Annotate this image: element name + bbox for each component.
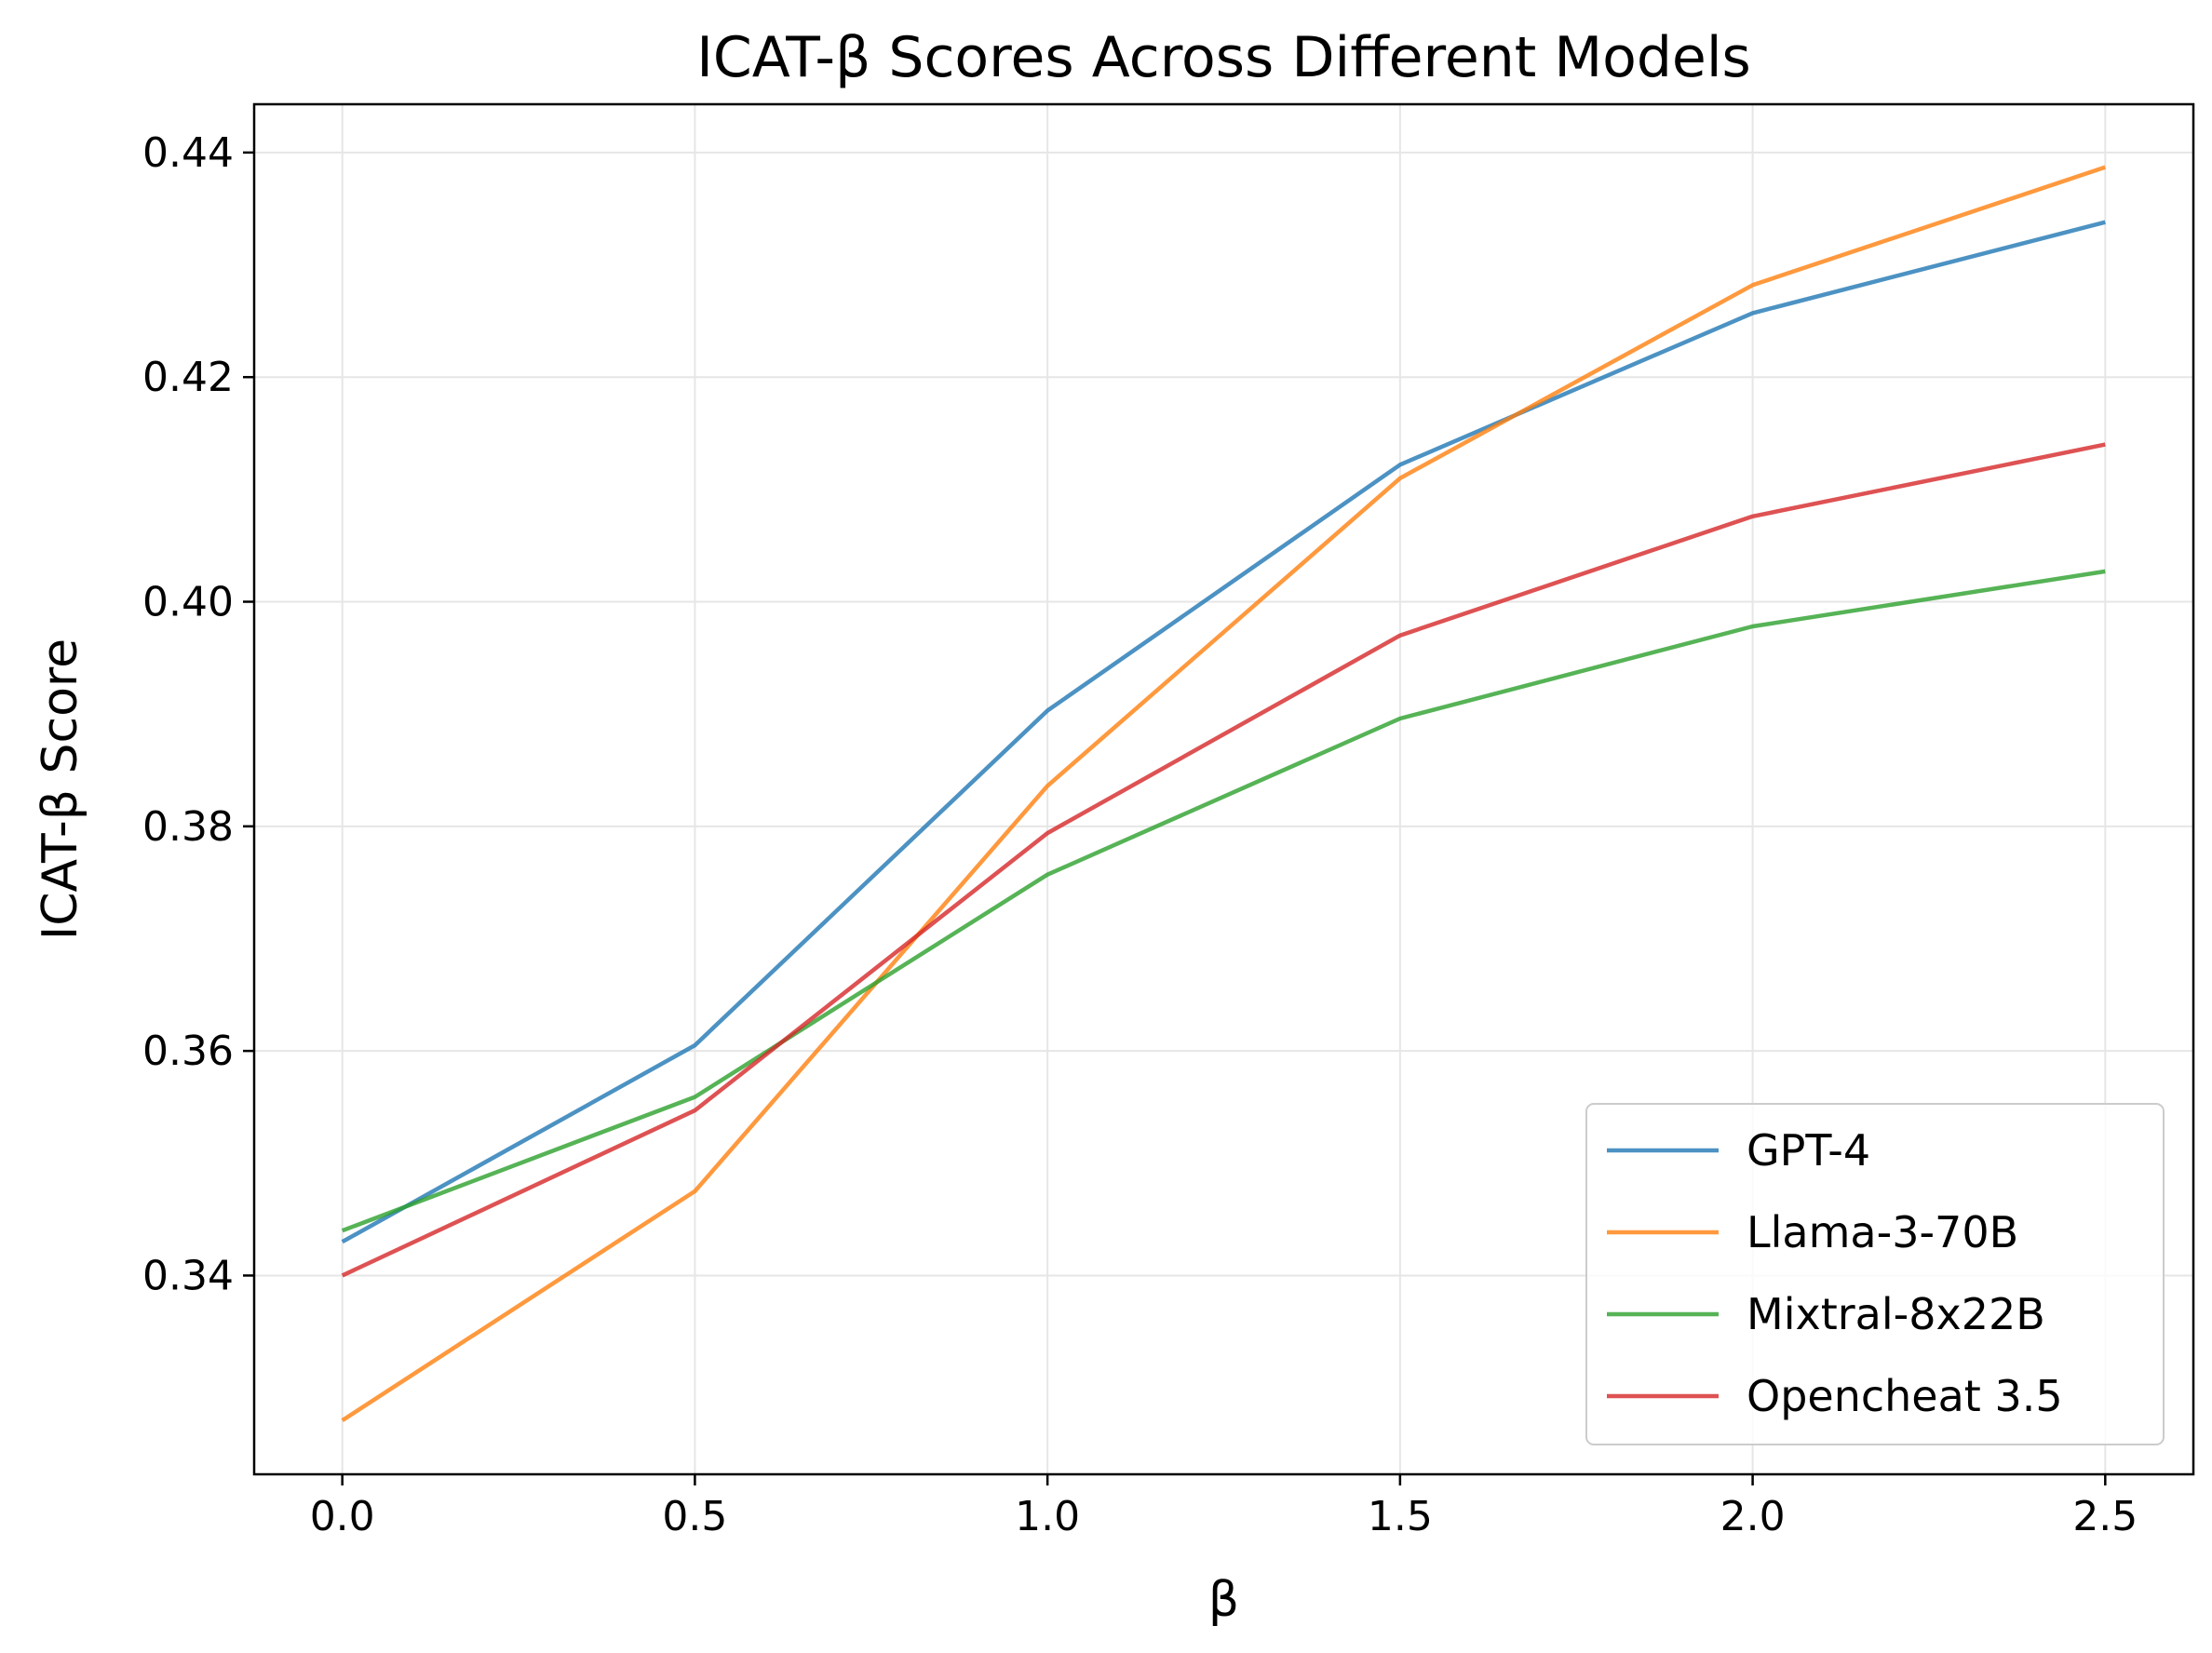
legend-label: Llama-3-70B [1747, 1207, 2018, 1257]
legend-label: Opencheat 3.5 [1747, 1371, 2063, 1421]
x-tick-label: 1.5 [1368, 1493, 1433, 1540]
y-tick-label: 0.40 [142, 579, 234, 626]
y-tick-label: 0.42 [142, 354, 234, 401]
series-line-llama-3-70b [341, 165, 2107, 1422]
plot-frame [252, 102, 2195, 1476]
y-tick-label: 0.34 [142, 1252, 234, 1299]
x-tick-label: 1.0 [1015, 1493, 1080, 1540]
y-tick-label: 0.38 [142, 803, 234, 851]
legend-box [1585, 1103, 2165, 1445]
x-axis-label: β [1208, 1572, 1239, 1628]
series-line-gpt-4 [341, 220, 2106, 1244]
x-tick-label: 0.5 [662, 1493, 727, 1540]
legend-label: Mixtral-8x22B [1747, 1289, 2045, 1339]
series-line-opencheat-3-5 [341, 442, 2106, 1278]
x-tick-label: 2.0 [1720, 1493, 1786, 1540]
chart-title: ICAT-β Scores Across Different Models [696, 25, 1751, 90]
legend-label: GPT-4 [1747, 1125, 1870, 1176]
x-tick-label: 2.5 [2072, 1493, 2138, 1540]
legend: GPT-4 Llama-3-70B Mixtral-8x22B Opencheat 3… [1585, 1103, 2165, 1445]
y-axis-label: ICAT-β Score [33, 638, 88, 940]
x-tick-label: 0.0 [310, 1493, 375, 1540]
axis-ticks: 0.0 0.5 1.0 1.5 2.0 2.5 0.34 0.36 0.38 0.40 0.42 0.… [142, 129, 2138, 1540]
y-tick-label: 0.44 [142, 129, 234, 177]
grid-lines [254, 104, 2193, 1474]
series-lines [341, 165, 2107, 1422]
y-tick-label: 0.36 [142, 1028, 234, 1075]
series-line-mixtral-8x22b [341, 569, 2106, 1233]
